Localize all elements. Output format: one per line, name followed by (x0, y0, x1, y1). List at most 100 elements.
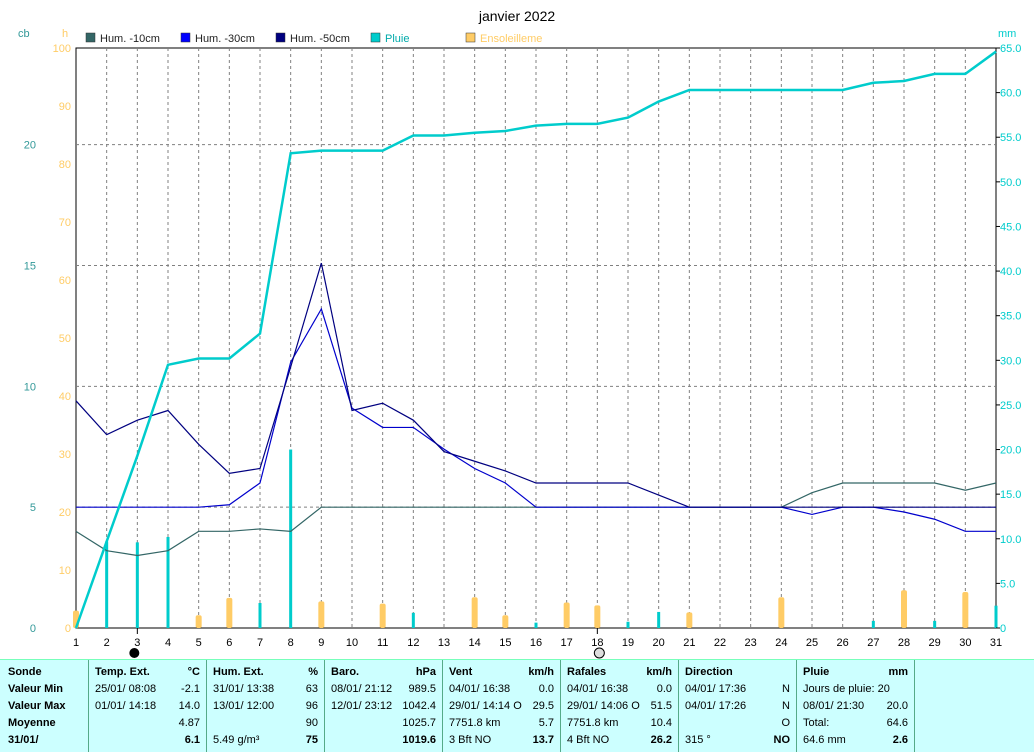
x-tick-label: 25 (806, 637, 818, 649)
x-tick-label: 10 (346, 637, 358, 649)
temp-column: Temp. Ext. °C 25/01/ 08:08 -2.1 01/01/ 14:18… (89, 660, 207, 752)
summary-panel: Sonde Valeur Min Valeur Max Moyenne 31/0… (0, 659, 1034, 752)
rain-daily-bar (411, 612, 415, 628)
sonde-row: Moyenne (8, 717, 56, 729)
rain-daily-bar (933, 620, 937, 628)
temp-row-label: 01/01/ 14:18 (95, 700, 157, 712)
x-tick-label: 20 (653, 637, 665, 649)
sonde-column: Sonde Valeur Min Valeur Max Moyenne 31/0… (0, 660, 89, 752)
legend-label: Ensoleilleme (480, 33, 542, 45)
x-tick-label: 2 (104, 637, 110, 649)
h-tick-label: 50 (59, 333, 71, 345)
legend-label: Hum. -50cm (290, 33, 350, 45)
mm-tick-label: 15.0 (1000, 489, 1021, 501)
x-tick-label: 3 (134, 637, 140, 649)
direction-row-label: 04/01/ 17:36 (685, 683, 747, 695)
legend-swatch (180, 32, 191, 43)
rain-daily-bar (258, 603, 262, 628)
hum-row-value: 75 (305, 734, 318, 746)
x-tick-label: 21 (683, 637, 695, 649)
temp-row-value: 6.1 (184, 734, 200, 746)
vent-row-label: 04/01/ 16:38 (449, 683, 511, 695)
x-tick-label: 31 (990, 637, 1002, 649)
rafales-row-label: 4 Bft NO (567, 734, 610, 746)
x-tick-label: 9 (318, 637, 324, 649)
mm-tick-label: 35.0 (1000, 311, 1021, 323)
legend-label: Hum. -10cm (100, 33, 160, 45)
direction-header: Direction (685, 666, 733, 678)
mm-axis-label: mm (998, 28, 1016, 40)
rafales-row-label: 29/01/ 14:06 O (567, 700, 640, 712)
hum-row-label: 13/01/ 12:00 (213, 700, 275, 712)
sunshine-bar (379, 603, 386, 628)
direction-row-value: NO (773, 734, 791, 746)
mm-tick-label: 40.0 (1000, 266, 1021, 278)
rafales-row-value: 51.5 (650, 700, 672, 712)
temp-row-label: 25/01/ 08:08 (95, 683, 157, 695)
vent-row-value: 0.0 (538, 683, 554, 695)
weather-chart: janvier 2022 cb h mm Hum. -10cm Hum. -30cm H… (18, 8, 1021, 659)
cb-tick-label: 20 (24, 140, 36, 152)
pluie-row-value: 20.0 (886, 700, 908, 712)
vent-unit: km/h (528, 666, 554, 678)
x-tick-label: 7 (257, 637, 263, 649)
sonde-row: Valeur Min (8, 683, 64, 695)
cb-tick-label: 10 (24, 381, 36, 393)
pluie-unit: mm (888, 666, 908, 678)
h-tick-label: 70 (59, 217, 71, 229)
x-tick-label: 16 (530, 637, 542, 649)
x-tick-label: 19 (622, 637, 634, 649)
mm-tick-label: 20.0 (1000, 445, 1021, 457)
hum-row-value: 96 (305, 700, 318, 712)
rain-daily-bar (994, 605, 998, 628)
x-tick-label: 17 (561, 637, 573, 649)
x-tick-label: 5 (196, 637, 202, 649)
mm-tick-label: 10.0 (1000, 534, 1021, 546)
x-tick-label: 29 (929, 637, 941, 649)
h-tick-label: 60 (59, 275, 71, 287)
mm-tick-label: 0 (1000, 623, 1006, 635)
x-tick-label: 1 (73, 637, 79, 649)
h-tick-label: 100 (53, 43, 71, 55)
direction-column: Direction 04/01/ 17:36 N 04/01/ 17:26 N O 315 … (679, 660, 797, 752)
h-tick-label: 10 (59, 565, 71, 577)
h-tick-label: 80 (59, 159, 71, 171)
rafales-column: Rafales km/h 04/01/ 16:38 0.0 29/01/ 14:06 O… (561, 660, 679, 752)
x-tick-label: 4 (165, 637, 171, 649)
hum-column: Hum. Ext.% 31/01/ 13:38 63 13/01/ 12:00 96 90… (207, 660, 325, 752)
rafales-row-value: 0.0 (656, 683, 672, 695)
rafales-row-label: 04/01/ 16:38 (567, 683, 629, 695)
legend-swatch (370, 32, 381, 43)
h-tick-label: 0 (65, 623, 71, 635)
sunshine-bar (318, 601, 325, 628)
temp-row-value: 14.0 (178, 700, 200, 712)
baro-header: Baro. (331, 666, 360, 678)
temp-row-value: 4.87 (178, 717, 200, 729)
pluie-row-value: 2.6 (892, 734, 908, 746)
series-line (74, 50, 997, 629)
x-tick-label: 11 (377, 637, 388, 649)
hum-row-label: 5.49 g/m³ (213, 734, 260, 746)
rain-daily-bar (135, 542, 139, 628)
h-tick-label: 90 (59, 101, 71, 113)
temp-unit: °C (187, 666, 200, 678)
vent-row-label: 29/01/ 14:14 O (449, 700, 522, 712)
h-tick-label: 30 (59, 449, 71, 461)
cb-tick-label: 15 (24, 261, 36, 273)
hum-row-value: 63 (305, 683, 318, 695)
pluie-row-label: Total: (803, 717, 830, 729)
legend-swatch (275, 32, 286, 43)
mm-tick-label: 50.0 (1000, 177, 1021, 189)
rain-daily-bar (871, 620, 875, 628)
cb-axis-label: cb (18, 28, 30, 40)
sunshine-bar (962, 592, 969, 628)
x-tick-label: 24 (775, 637, 787, 649)
hum-header: Hum. Ext. (213, 666, 264, 678)
baro-row-value: 1042.4 (402, 700, 436, 712)
direction-row-label: 04/01/ 17:26 (685, 700, 747, 712)
baro-row-value: 1025.7 (402, 717, 436, 729)
x-tick-label: 22 (714, 637, 726, 649)
pluie-row-label: 08/01/ 21:30 (803, 700, 865, 712)
hum-unit: % (308, 666, 318, 678)
vent-row-label: 7751.8 km (449, 717, 501, 729)
